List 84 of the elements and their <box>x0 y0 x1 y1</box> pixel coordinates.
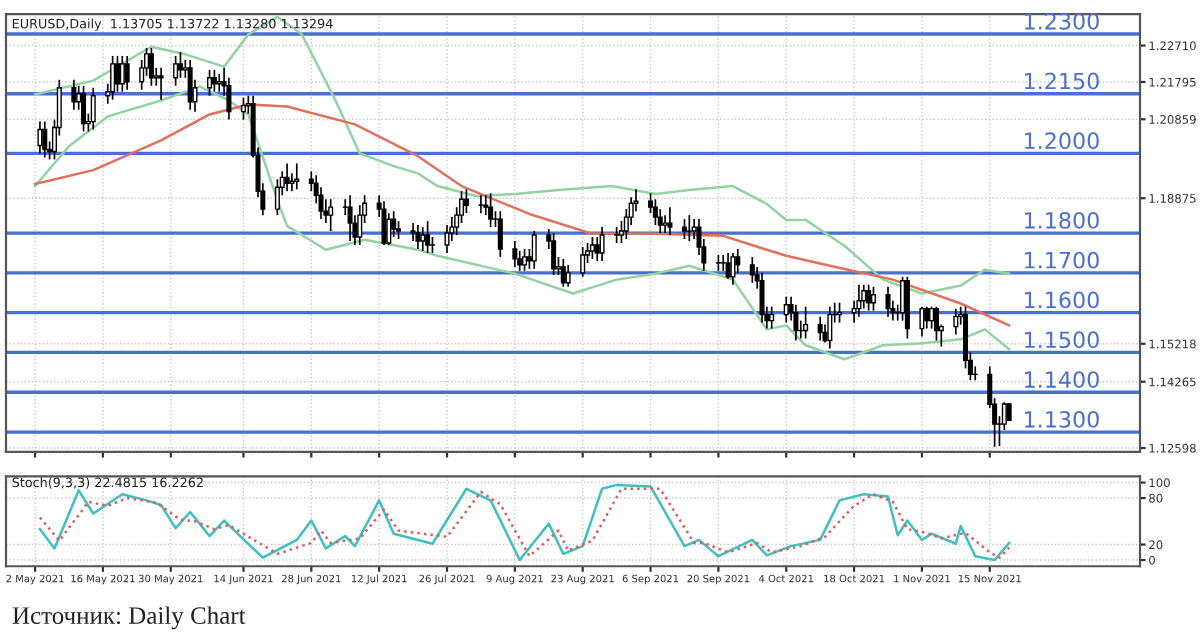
candlestick <box>42 120 48 159</box>
candlestick <box>240 96 246 121</box>
candlestick <box>71 78 77 111</box>
candlestick <box>885 285 891 318</box>
candlestick <box>81 84 87 133</box>
candlestick <box>769 305 775 330</box>
candlestick <box>37 120 43 155</box>
ref-line-label: 1.1700 <box>1024 251 1099 269</box>
candlestick <box>463 188 469 214</box>
candlestick <box>856 283 862 318</box>
candlestick <box>391 210 397 238</box>
ref-line-label: 1.1500 <box>1024 331 1099 349</box>
candlestick <box>929 305 935 330</box>
candlestick <box>870 285 876 312</box>
candlestick <box>410 222 416 242</box>
candlestick <box>551 232 557 276</box>
ref-line-label: 1.2000 <box>1024 132 1099 150</box>
candlestick <box>420 226 426 252</box>
candlestick <box>827 305 833 350</box>
candlestick <box>667 206 673 236</box>
candlestick <box>415 224 421 250</box>
candlestick <box>110 55 116 101</box>
candlestick <box>749 256 755 284</box>
candlestick <box>381 200 387 246</box>
candlestick <box>720 254 726 272</box>
candlestick <box>662 214 668 234</box>
candlestick <box>783 295 789 324</box>
candlestick <box>211 69 217 93</box>
candlestick <box>488 192 494 228</box>
candlestick <box>652 198 658 226</box>
candlestick <box>599 226 605 262</box>
candlestick <box>900 275 906 322</box>
ref-line-label: 1.2300 <box>1024 12 1099 30</box>
candlestick <box>226 76 232 121</box>
candlestick <box>216 72 222 93</box>
candlestick <box>177 51 183 79</box>
candlestick <box>953 307 959 336</box>
candlestick <box>837 301 843 324</box>
candlestick <box>425 220 431 254</box>
candlestick <box>294 162 300 191</box>
candlestick <box>522 248 528 272</box>
candlestick <box>866 283 872 312</box>
ref-line-label: 1.1600 <box>1024 291 1099 309</box>
candlestick <box>148 47 154 87</box>
text: Источник: Daily Chart <box>12 606 246 630</box>
candlestick <box>904 275 910 340</box>
candlestick <box>158 67 164 101</box>
candlestick <box>933 305 939 342</box>
candlestick <box>284 162 290 193</box>
candlestick <box>730 252 736 286</box>
candlestick <box>328 198 334 232</box>
candlestick <box>444 224 450 254</box>
candlestick <box>119 55 125 93</box>
candlestick <box>681 218 687 240</box>
candlestick <box>759 272 765 324</box>
candlestick <box>793 303 799 342</box>
candlestick <box>497 210 503 258</box>
ref-line-label: 1.1800 <box>1024 211 1099 229</box>
ref-line-label: 1.1300 <box>1024 410 1099 428</box>
candlestick <box>686 214 692 242</box>
candlestick <box>817 315 823 342</box>
candlestick <box>924 305 930 330</box>
ref-line-label: 1.1400 <box>1024 371 1099 388</box>
candlestick <box>114 55 120 93</box>
candlestick <box>347 194 353 242</box>
ref-line-label: 1.2150 <box>1024 72 1099 90</box>
candlestick <box>187 59 193 111</box>
candlestick <box>919 305 925 338</box>
candlestick <box>207 69 213 97</box>
candlestick <box>531 230 537 270</box>
candlestick <box>173 55 179 87</box>
candlestick <box>589 236 595 260</box>
candlestick <box>580 246 586 278</box>
candlestick <box>861 283 867 310</box>
candlestick <box>90 86 96 131</box>
line-series <box>33 85 1011 361</box>
candlestick <box>124 55 130 91</box>
candlestick <box>565 264 571 288</box>
line-series <box>33 103 1011 327</box>
candlestick <box>803 305 809 340</box>
candlestick <box>274 178 280 216</box>
candlestick <box>512 240 518 268</box>
candlestick <box>560 258 566 288</box>
candlestick <box>478 194 484 214</box>
